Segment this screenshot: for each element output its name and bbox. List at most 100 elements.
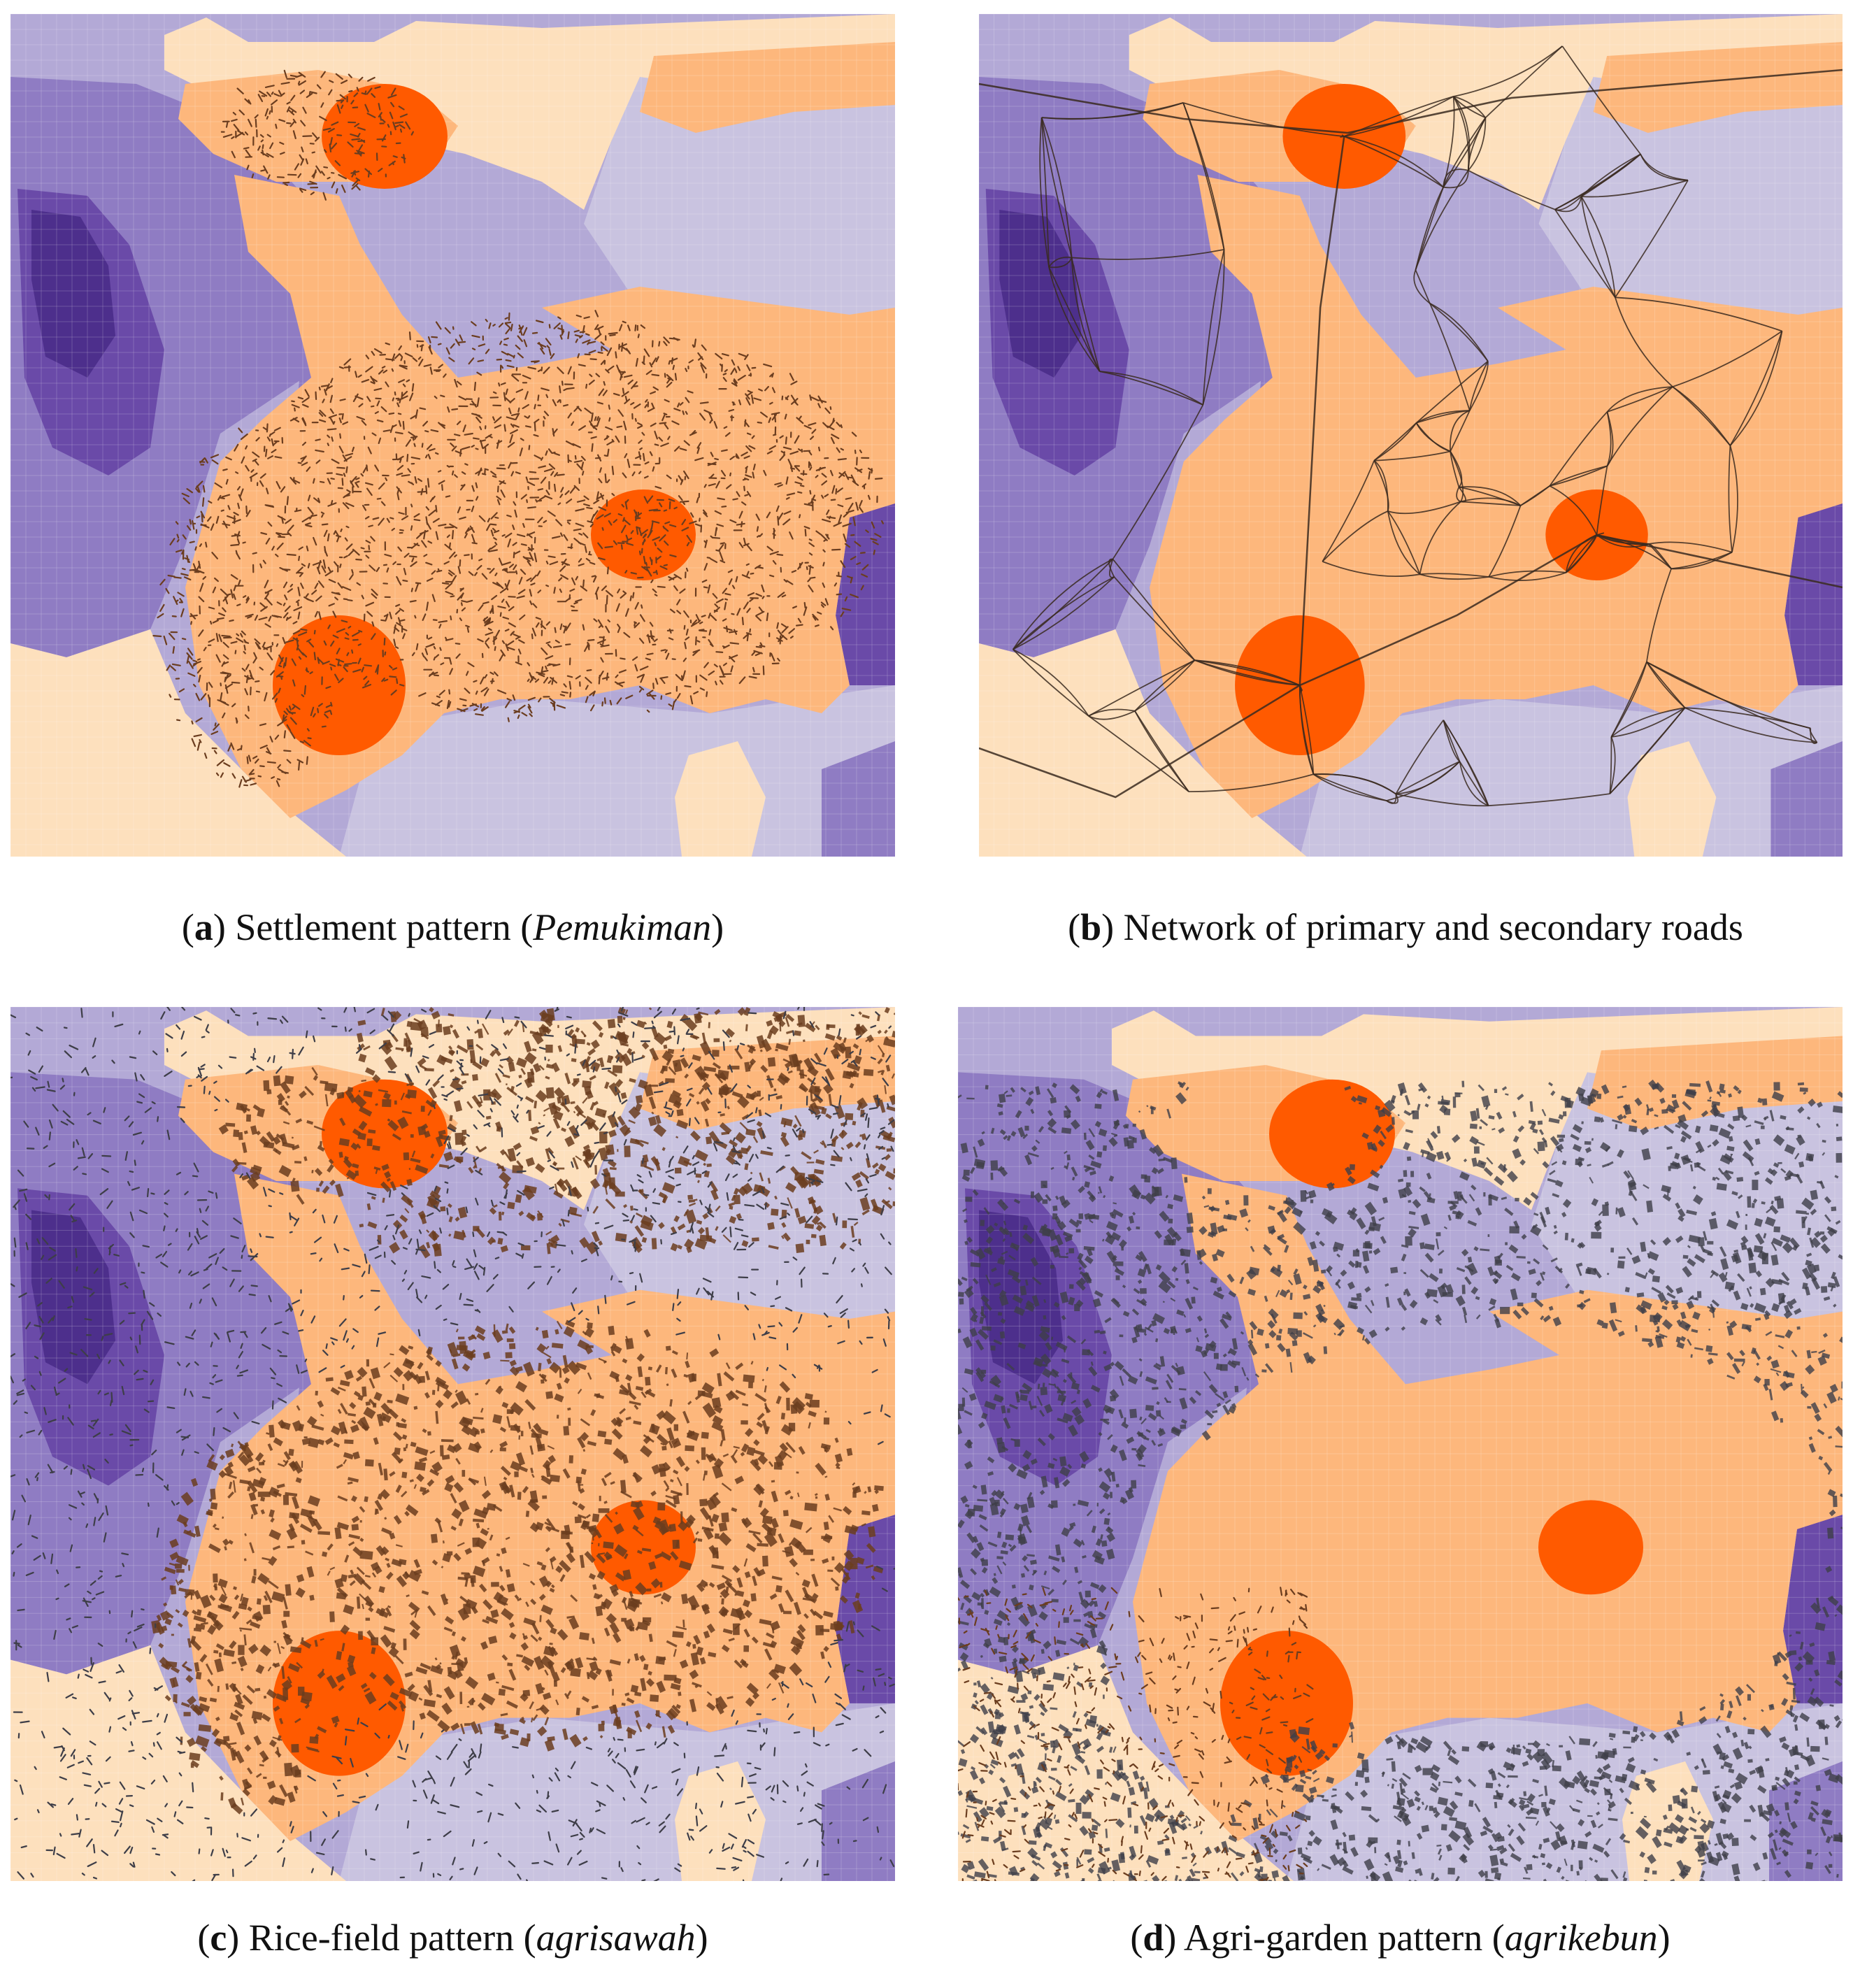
primary-road-north bbox=[979, 69, 1843, 134]
overlay-patch bbox=[279, 1717, 284, 1724]
overlay-mark bbox=[397, 617, 401, 624]
overlay-mark bbox=[420, 488, 424, 496]
overlay-mark bbox=[368, 545, 371, 550]
overlay-patch bbox=[229, 1747, 236, 1761]
road-segment bbox=[1549, 411, 1608, 487]
road-segment bbox=[1313, 773, 1396, 795]
overlay-patch bbox=[441, 1454, 450, 1460]
overlay-mark bbox=[555, 639, 560, 644]
overlay-mark bbox=[338, 678, 344, 684]
overlay-mark bbox=[597, 542, 603, 550]
overlay-mark bbox=[508, 622, 516, 628]
overlay-mark bbox=[245, 597, 250, 603]
overlay-mark bbox=[789, 636, 794, 639]
overlay-mark bbox=[844, 596, 848, 602]
overlay-patch bbox=[615, 1079, 624, 1088]
overlay-patch bbox=[499, 1064, 503, 1069]
overlay-mark bbox=[666, 381, 673, 388]
overlay-mark bbox=[559, 532, 564, 537]
overlay-mark bbox=[457, 708, 466, 713]
overlay-patch bbox=[668, 1708, 679, 1719]
overlay-patch bbox=[427, 1109, 432, 1116]
overlay-mark bbox=[657, 548, 663, 553]
overlay-mark bbox=[517, 407, 520, 413]
overlay-patch bbox=[528, 1422, 531, 1429]
overlay-mark bbox=[365, 366, 373, 373]
overlay-mark bbox=[652, 536, 661, 541]
overlay-mark bbox=[574, 334, 582, 338]
overlay-patch bbox=[877, 1029, 882, 1034]
overlay-mark bbox=[527, 533, 533, 538]
road-segment bbox=[1443, 170, 1469, 189]
overlay-patch bbox=[443, 1151, 454, 1162]
overlay-mark bbox=[502, 562, 511, 566]
overlay-patch bbox=[495, 1386, 503, 1395]
overlay-patch bbox=[803, 1592, 817, 1604]
overlay-patch bbox=[410, 1441, 417, 1447]
overlay-mark bbox=[640, 324, 646, 329]
overlay-patch bbox=[857, 1097, 868, 1110]
overlay-mark bbox=[308, 641, 315, 648]
overlay-mark bbox=[427, 336, 431, 343]
overlay-patch bbox=[530, 1634, 538, 1643]
overlay-patch bbox=[815, 1625, 824, 1636]
overlay-mark bbox=[286, 724, 292, 731]
overlay-patch bbox=[472, 1565, 486, 1578]
overlay-mark bbox=[547, 510, 556, 517]
overlay-mark bbox=[790, 398, 799, 405]
overlay-mark bbox=[752, 471, 755, 479]
overlay-patch bbox=[359, 1538, 364, 1543]
overlay-patch bbox=[625, 1416, 631, 1421]
overlay-mark bbox=[278, 536, 285, 538]
overlay-patch bbox=[541, 1329, 549, 1339]
overlay-patch bbox=[783, 1121, 787, 1128]
overlay-mark bbox=[324, 570, 334, 577]
overlay-mark bbox=[664, 399, 670, 403]
settlement-map bbox=[10, 14, 895, 857]
overlay-mark bbox=[808, 450, 813, 456]
overlay-patch bbox=[453, 1100, 463, 1113]
overlay-mark bbox=[847, 502, 854, 511]
overlay-patch bbox=[195, 1735, 210, 1748]
overlay-mark bbox=[815, 530, 822, 536]
overlay-mark bbox=[421, 652, 425, 657]
overlay-mark bbox=[531, 627, 537, 637]
overlay-mark bbox=[241, 667, 246, 672]
overlay-mark bbox=[567, 366, 572, 375]
overlay-mark bbox=[322, 559, 327, 569]
overlay-mark bbox=[278, 655, 284, 662]
overlay-mark bbox=[221, 494, 231, 498]
road-segment bbox=[1549, 465, 1608, 487]
overlay-mark bbox=[501, 350, 509, 356]
overlay-mark bbox=[498, 557, 503, 566]
overlay-patch bbox=[376, 1413, 384, 1426]
overlay-patch bbox=[245, 1619, 252, 1625]
overlay-mark bbox=[173, 596, 178, 606]
road-segment bbox=[1561, 45, 1641, 155]
overlay-patch bbox=[544, 1717, 550, 1726]
overlay-mark bbox=[783, 510, 792, 515]
overlay-patch bbox=[190, 1759, 200, 1768]
overlay-patch bbox=[499, 1426, 507, 1433]
overlay-mark bbox=[437, 568, 441, 573]
overlay-patch bbox=[311, 1169, 314, 1173]
overlay-mark bbox=[356, 150, 365, 155]
overlay-patch bbox=[684, 1073, 689, 1079]
overlay-mark bbox=[646, 652, 654, 656]
overlay-patch bbox=[212, 1523, 217, 1529]
overlay-mark bbox=[397, 455, 404, 461]
overlay-mark bbox=[578, 425, 587, 431]
overlay-patch bbox=[394, 1654, 404, 1665]
overlay-patch bbox=[175, 1579, 180, 1586]
overlay-patch bbox=[757, 1413, 765, 1421]
overlay-mark bbox=[357, 127, 366, 131]
overlay-mark bbox=[362, 504, 367, 511]
road-segment bbox=[1453, 96, 1487, 118]
overlay-patch bbox=[490, 1609, 499, 1619]
overlay-mark bbox=[692, 619, 698, 625]
overlay-patch bbox=[303, 1436, 308, 1439]
overlay-mark bbox=[301, 146, 304, 152]
overlay-mark bbox=[480, 676, 485, 685]
overlay-patch bbox=[771, 1575, 782, 1581]
overlay-mark bbox=[644, 403, 648, 408]
